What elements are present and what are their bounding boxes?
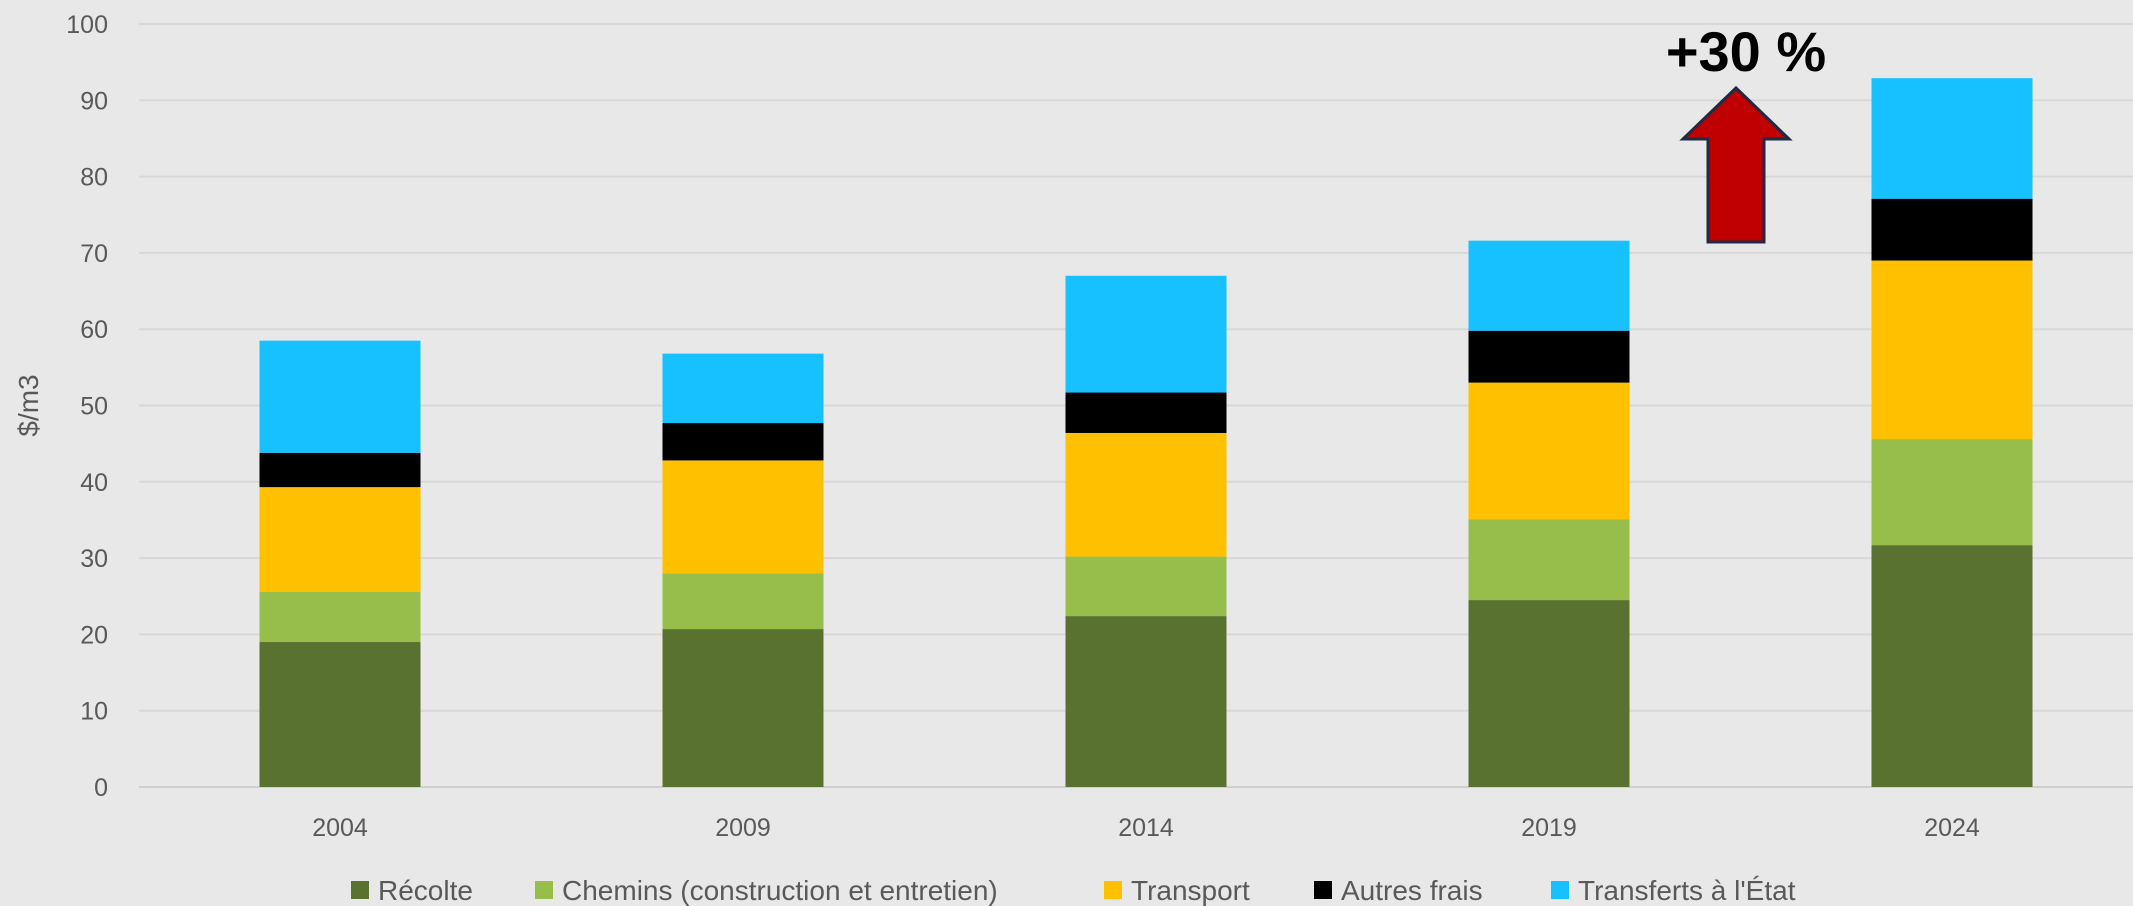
bar-segment [260,341,421,453]
legend-swatch [1551,881,1569,899]
y-tick-label: 0 [94,774,108,802]
legend-label: Chemins (construction et entretien) [562,875,998,906]
x-tick-label: 2004 [312,814,368,842]
legend-label: Récolte [378,875,473,906]
y-tick-label: 100 [66,11,108,39]
legend-label: Autres frais [1341,875,1483,906]
y-tick-label: 80 [80,164,108,192]
bars [260,78,2033,787]
bar-segment [1066,276,1227,393]
legend-swatch [535,881,553,899]
bar-segment [663,573,824,629]
x-tick-label: 2019 [1521,814,1577,842]
bar-segment [1872,199,2033,261]
bar-segment [1066,393,1227,433]
bar-segment [1469,383,1630,520]
x-tick-label: 2024 [1924,814,1980,842]
bar-segment [1872,545,2033,787]
y-tick-label: 60 [80,316,108,344]
bar-segment [1469,331,1630,383]
bar-segment [663,354,824,423]
legend: Récolte Chemins (construction et entretie… [351,875,1796,906]
y-tick-label: 40 [80,469,108,497]
legend-swatch [1314,881,1332,899]
bar-segment [1469,600,1630,787]
y-tick-label: 70 [80,240,108,268]
up-arrow-icon [1683,88,1789,242]
bar-segment [260,592,421,642]
bar-segment [663,423,824,460]
bar-segment [1066,616,1227,787]
bar-segment [260,453,421,487]
legend-swatch [351,881,369,899]
bar-segment [663,629,824,787]
legend-label: Transport [1131,875,1250,906]
bar-segment [1872,78,2033,199]
x-tick-label: 2009 [715,814,771,842]
bar-segment [260,642,421,787]
annotation: +30 % [1666,20,1826,242]
annotation-text: +30 % [1666,20,1826,83]
y-axis-ticks: 0 10 20 30 40 50 60 70 80 90 100 [66,11,108,802]
y-tick-label: 20 [80,621,108,649]
bar-segment [1469,519,1630,600]
y-tick-label: 30 [80,545,108,573]
bar-segment [1066,557,1227,617]
y-tick-label: 50 [80,393,108,421]
legend-swatch [1104,881,1122,899]
x-tick-label: 2014 [1118,814,1174,842]
legend-label: Transferts à l'État [1578,875,1796,906]
bar-segment [1872,261,2033,440]
x-axis-ticks: 2004 2009 2014 2019 2024 [312,814,1980,842]
y-tick-label: 90 [80,87,108,115]
bar-segment [260,487,421,592]
bar-segment [1469,241,1630,331]
y-tick-label: 10 [80,698,108,726]
bar-segment [663,460,824,573]
bar-segment [1872,439,2033,545]
y-axis-title: $/m3 [13,374,44,436]
bar-segment [1066,433,1227,557]
